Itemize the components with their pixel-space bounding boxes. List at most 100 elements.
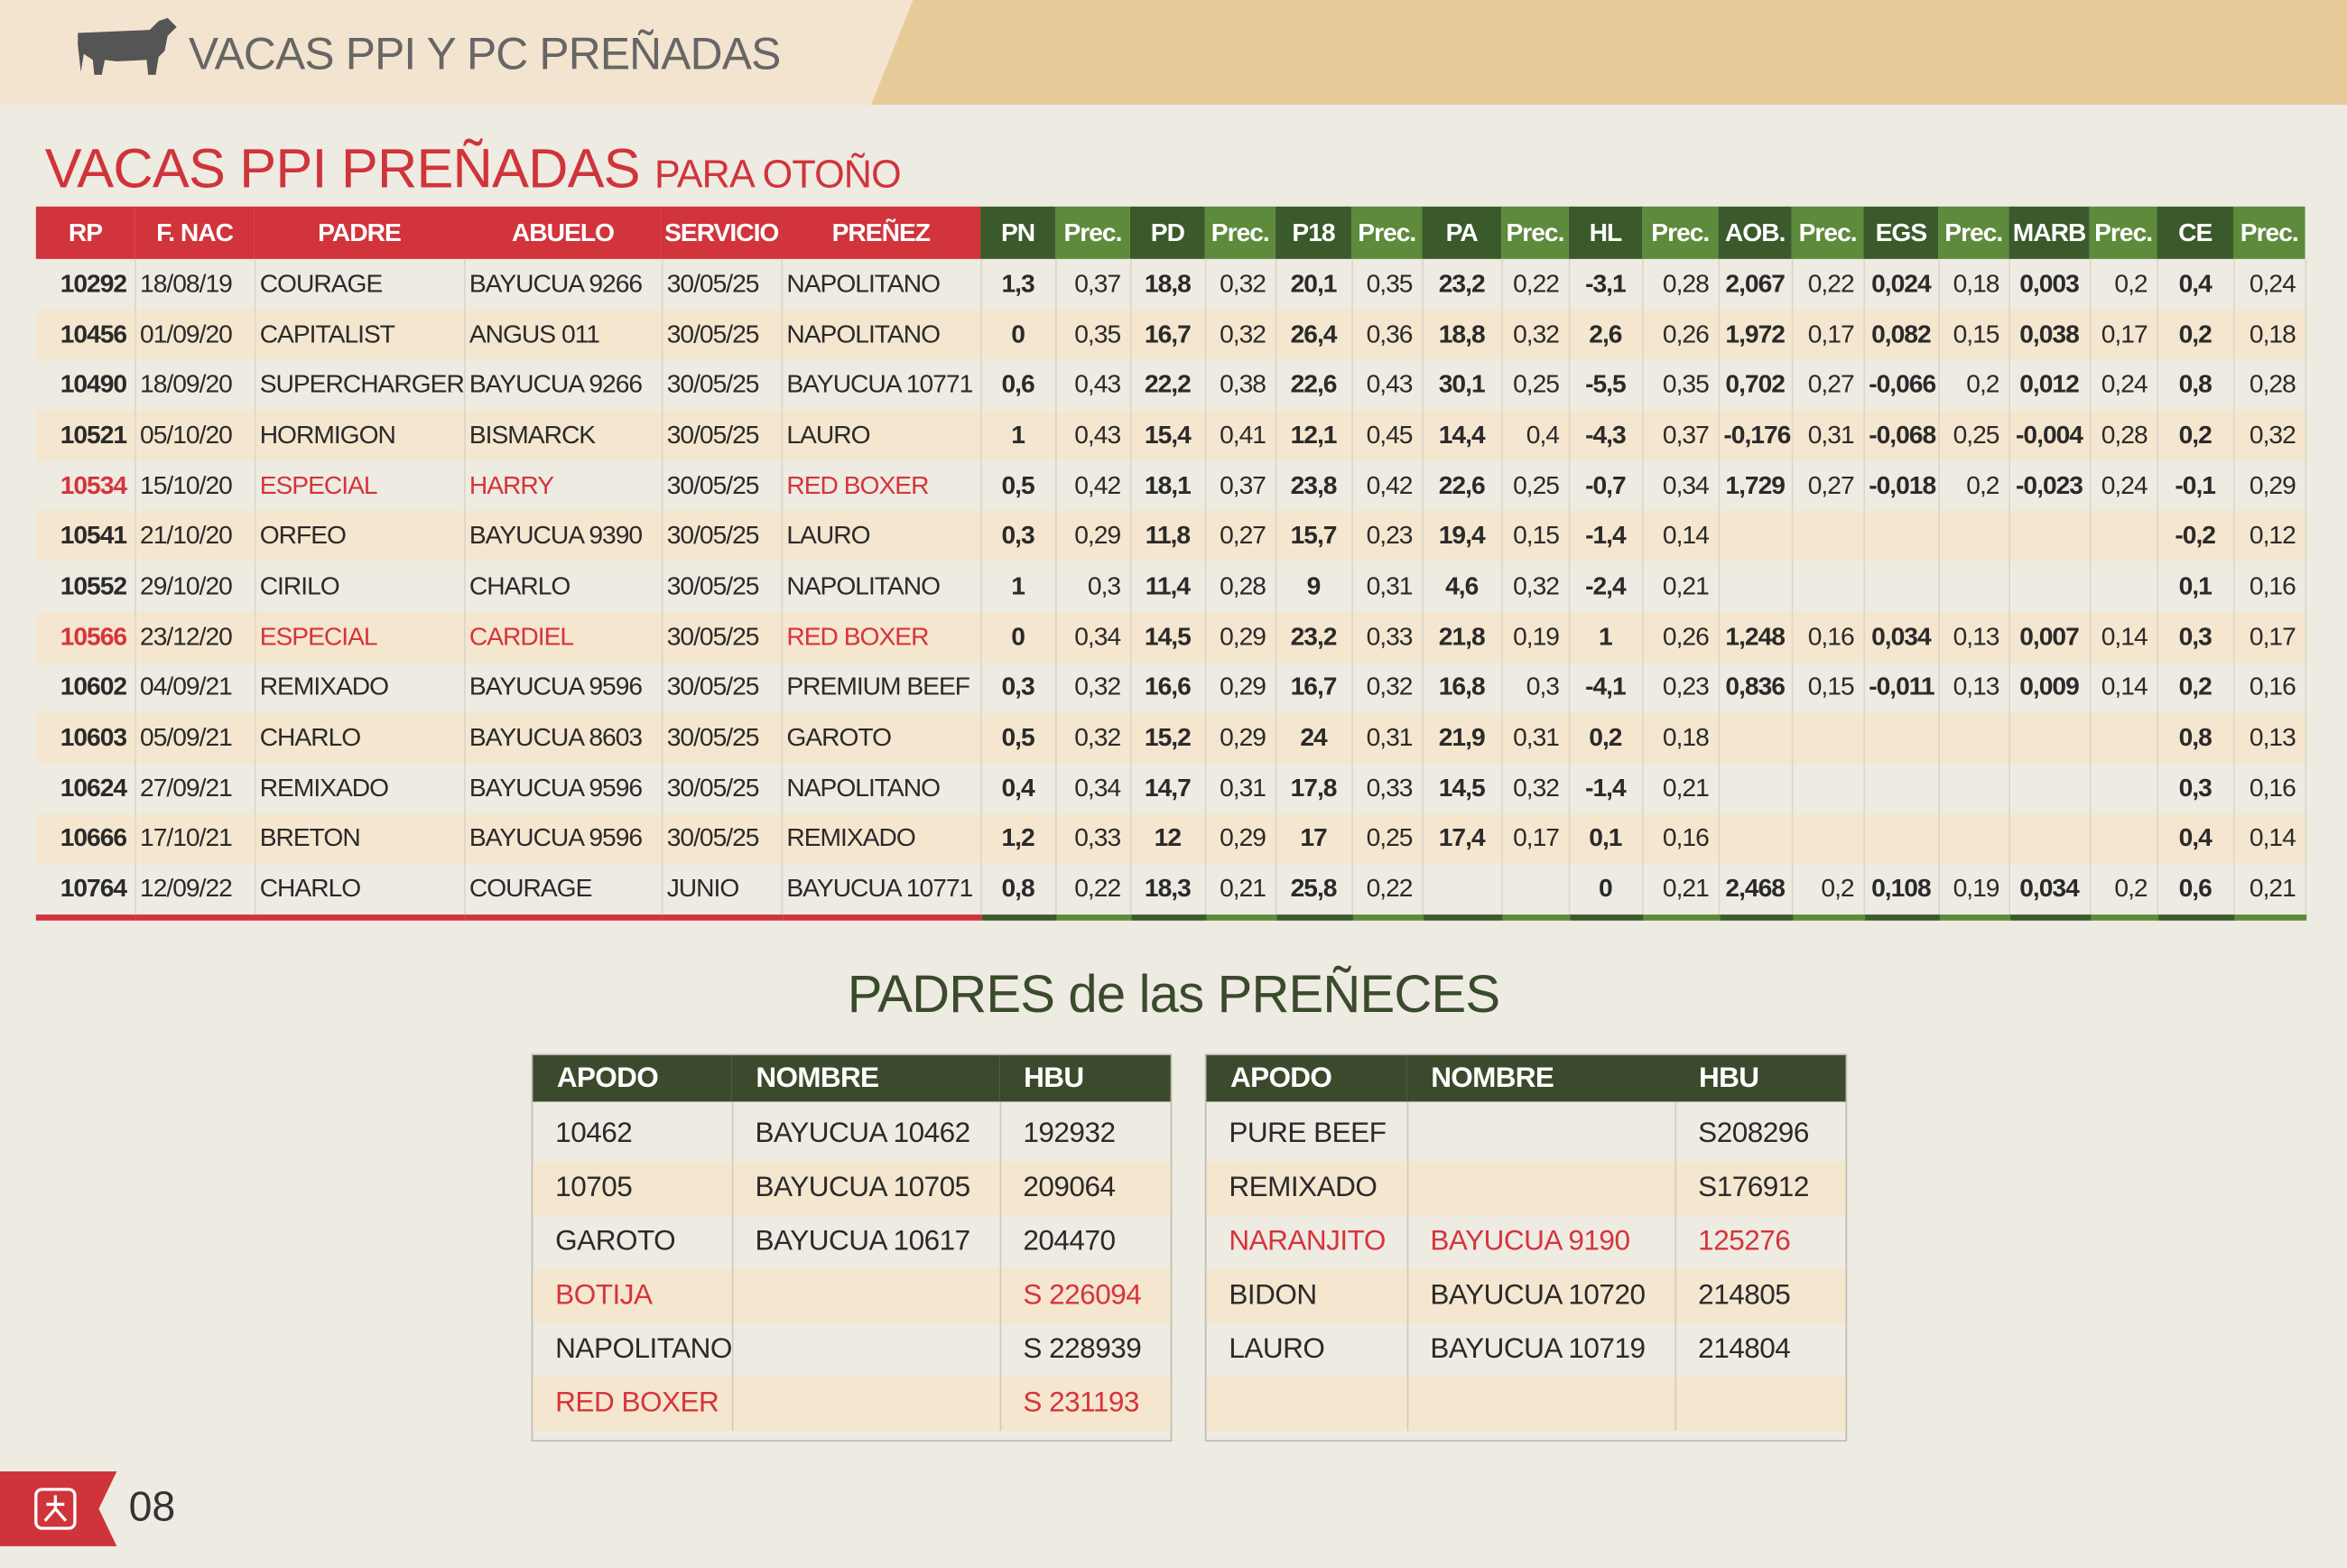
cell: 1 bbox=[1568, 611, 1643, 663]
cell: 0,25 bbox=[1351, 813, 1424, 865]
sire-row: 10705 BAYUCUA 10705 209064 bbox=[533, 1161, 1171, 1216]
cell: 22,2 bbox=[1129, 359, 1206, 411]
cell: 0,29 bbox=[2232, 460, 2306, 512]
cell: 1 bbox=[980, 410, 1056, 461]
cell: 15,4 bbox=[1129, 410, 1206, 461]
cell: 0,27 bbox=[1204, 511, 1276, 562]
cell: 0,21 bbox=[1642, 864, 1720, 921]
column-header: PD bbox=[1129, 206, 1205, 259]
cell: 0,702 bbox=[1718, 359, 1793, 411]
cell bbox=[2089, 763, 2158, 814]
cell: 0,18 bbox=[1642, 712, 1720, 764]
cell: BAYUCUA 10771 bbox=[781, 864, 981, 921]
cell: 2,468 bbox=[1718, 864, 1793, 921]
cell: 0,28 bbox=[2089, 410, 2158, 461]
cell: 0,15 bbox=[1791, 662, 1865, 713]
header-row: APODO NOMBRE HBU bbox=[1206, 1055, 1846, 1102]
cell: S176912 bbox=[1674, 1161, 1846, 1216]
cell: 0,15 bbox=[1938, 309, 2010, 360]
section-title-text: VACAS PPI PREÑADAS bbox=[44, 137, 641, 199]
cell: 0,25 bbox=[1501, 359, 1570, 411]
cell: 29/10/20 bbox=[135, 561, 255, 612]
cell: 0,42 bbox=[1055, 460, 1131, 512]
cell: 0,32 bbox=[1204, 309, 1276, 360]
cow-row: 10603 05/09/21 CHARLO BAYUCUA 8603 30/05/25 G… bbox=[35, 712, 2306, 764]
cell: 0,29 bbox=[1204, 662, 1276, 713]
column-header: NOMBRE bbox=[731, 1055, 1000, 1102]
cell: 125276 bbox=[1698, 1226, 1791, 1257]
cell: 0,33 bbox=[1055, 813, 1131, 865]
cell: 0,22 bbox=[1791, 258, 1865, 310]
cell: LAURO bbox=[781, 511, 981, 562]
cell: 30/05/25 bbox=[661, 813, 783, 865]
cell: REMIXADO bbox=[254, 662, 465, 713]
cell: NAPOLITANO bbox=[781, 763, 981, 814]
column-header: CE bbox=[2157, 206, 2233, 259]
cell: REMIXADO bbox=[1206, 1161, 1408, 1216]
cell bbox=[1674, 1377, 1846, 1432]
cell bbox=[1718, 511, 1793, 562]
cell: 10566 bbox=[35, 611, 136, 663]
table-body: 10292 18/08/19 COURAGE BAYUCUA 9266 30/05/25… bbox=[35, 258, 2306, 921]
cell: 0,31 bbox=[1351, 561, 1424, 612]
cell: NARANJITO bbox=[1206, 1215, 1408, 1270]
cell: 0,6 bbox=[980, 359, 1056, 411]
cell bbox=[731, 1269, 1001, 1323]
footer-icon bbox=[34, 1488, 77, 1530]
cell: 0,2 bbox=[2157, 410, 2234, 461]
cell: -5,5 bbox=[1568, 359, 1643, 411]
cell: 0,29 bbox=[1204, 712, 1276, 764]
cell: 0,009 bbox=[2008, 662, 2091, 713]
cell bbox=[1406, 1161, 1676, 1216]
cell: 25,8 bbox=[1275, 864, 1353, 921]
cell: 14,5 bbox=[1422, 763, 1502, 814]
cell: 0,12 bbox=[2232, 511, 2306, 562]
cell: 0,21 bbox=[2232, 864, 2306, 921]
page-number: 08 bbox=[128, 1483, 176, 1530]
cell: 0,31 bbox=[1501, 712, 1570, 764]
cell: CAPITALIST bbox=[254, 309, 465, 360]
cell: 0,21 bbox=[1642, 561, 1720, 612]
cell: 0,5 bbox=[980, 712, 1056, 764]
footer-tab bbox=[0, 1471, 117, 1546]
sire-row: 10462 BAYUCUA 10462 192932 bbox=[533, 1101, 1170, 1162]
cell: 1,3 bbox=[980, 258, 1056, 310]
cell: 0,3 bbox=[1501, 662, 1570, 713]
table-head: RP F. NAC PADRE ABUELO SERVICIO PREÑEZ PN Prec.… bbox=[35, 206, 2305, 259]
cell: 0,28 bbox=[2232, 359, 2306, 411]
cell: 214804 bbox=[1698, 1333, 1791, 1366]
cell: 0,24 bbox=[2232, 258, 2306, 310]
cell: BOTIJA bbox=[533, 1269, 733, 1323]
column-header: NOMBRE bbox=[1406, 1055, 1675, 1102]
column-header: APODO bbox=[533, 1055, 732, 1102]
sire-row: GAROTO BAYUCUA 10617 204470 bbox=[533, 1215, 1170, 1270]
cell: 30/05/25 bbox=[661, 511, 783, 562]
cell: 16,6 bbox=[1129, 662, 1206, 713]
cell: PREMIUM BEEF bbox=[781, 662, 981, 713]
cell: -0,023 bbox=[2008, 460, 2091, 512]
cell: -4,1 bbox=[1568, 662, 1643, 713]
cell: 0,17 bbox=[2232, 611, 2306, 663]
sire-row: NAPOLITANO S 228939 bbox=[533, 1322, 1170, 1378]
cell: ANGUS 011 bbox=[464, 309, 663, 360]
cell: 0,32 bbox=[2232, 410, 2306, 461]
cell: 14,4 bbox=[1422, 410, 1502, 461]
cell: 0,38 bbox=[1204, 359, 1276, 411]
header-band bbox=[0, 0, 2347, 106]
cell bbox=[731, 1322, 1001, 1378]
cell: 0,29 bbox=[1055, 511, 1131, 562]
section-title: VACAS PPI PREÑADAS PARA OTOÑO bbox=[44, 137, 902, 201]
cell: 30/05/25 bbox=[661, 410, 783, 461]
cell: 0 bbox=[980, 611, 1056, 663]
cell: 16,8 bbox=[1422, 662, 1502, 713]
cell: 10705 bbox=[533, 1161, 733, 1216]
cell: 19,4 bbox=[1422, 511, 1502, 562]
cell: 23,2 bbox=[1275, 611, 1353, 663]
cell: 10603 bbox=[35, 712, 136, 764]
cell: 0,4 bbox=[2157, 258, 2234, 310]
cell: 0,27 bbox=[1791, 460, 1865, 512]
column-header: PREÑEZ bbox=[781, 206, 981, 259]
cell: RED BOXER bbox=[781, 460, 981, 512]
cell: 20,1 bbox=[1275, 258, 1353, 310]
